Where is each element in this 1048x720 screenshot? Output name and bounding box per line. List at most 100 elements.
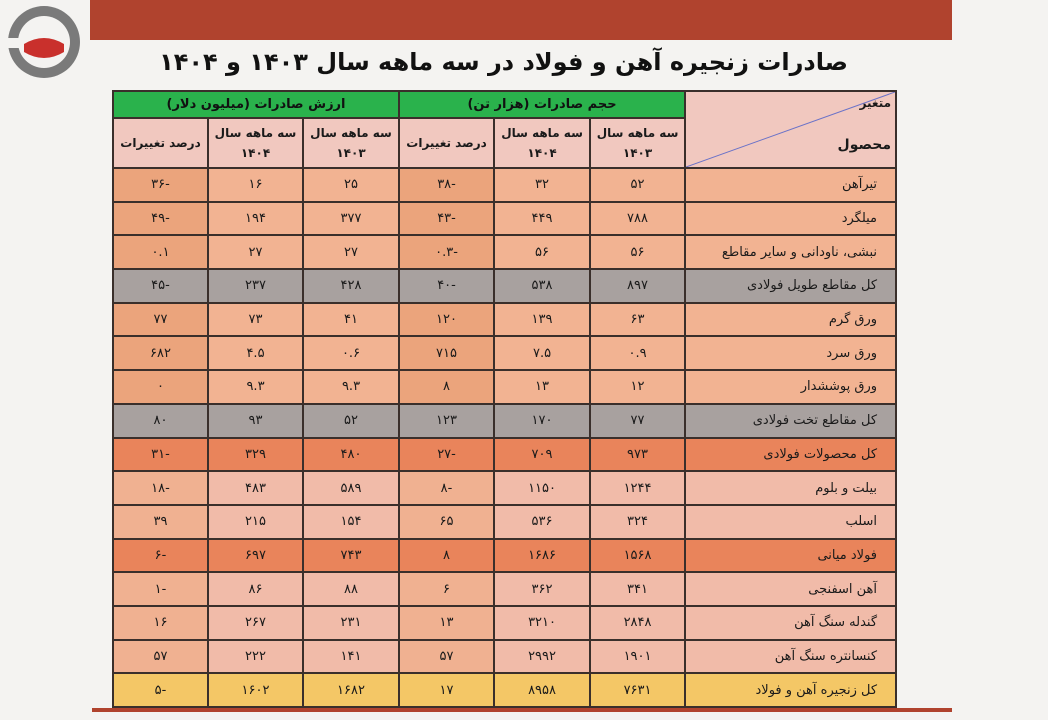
volume-1404-cell: ۳۶۲ <box>493 571 592 607</box>
volume-1403-cell: ۵۶ <box>589 234 687 271</box>
value-1403-cell: ۷۴۳ <box>302 537 401 574</box>
value-1404-cell: ۱۶۰۲ <box>207 672 305 708</box>
product-name-cell: کل مقاطع طویل فولادی <box>684 268 898 304</box>
product-name-cell: ورق سرد <box>684 335 898 372</box>
volume-1403-cell: ۶۳ <box>589 301 687 338</box>
product-name-cell: کل محصولات فولادی <box>684 436 898 473</box>
product-name-cell: میلگرد <box>684 200 898 237</box>
value-1404-cell: ۲۳۷ <box>207 268 305 304</box>
volume-1403-cell: ۹۷۳ <box>589 436 687 473</box>
volume-pct-change-cell: -۸ <box>398 470 496 506</box>
value-1403-cell: ۰.۶ <box>302 335 401 372</box>
table-row: ورق پوششدار ۱۲ ۱۳ ۸ ۹.۳ ۹.۳ ۰ <box>111 369 898 405</box>
table-row: کل زنجیره آهن و فولاد ۷۶۳۱ ۸۹۵۸ ۱۷ ۱۶۸۲ ۱۶۰۲-… <box>111 672 898 708</box>
value-pct-change-cell: ۰.۱ <box>111 234 210 271</box>
volume-pct-change-cell: ۱۳ <box>398 604 496 641</box>
product-name-cell: کل مقاطع تخت فولادی <box>684 402 898 439</box>
volume-1404-cell: ۵۳۸ <box>493 268 592 304</box>
variable-label: متغیر <box>859 96 892 110</box>
value-pct-change-cell: ۵۷ <box>111 638 210 675</box>
value-1404-cell: ۴۸۳ <box>207 470 305 506</box>
volume-1403-cell: ۱۲۴۴ <box>589 470 687 506</box>
volume-1403-cell: ۲۸۴۸ <box>589 604 687 641</box>
volume-1404-cell: ۴۴۹ <box>493 200 592 237</box>
value-1404-cell: ۸۶ <box>207 571 305 607</box>
value-1404-cell: ۱۹۴ <box>207 200 305 237</box>
volume-1404-cell: ۱۳ <box>493 369 592 405</box>
value-1403-cell: ۱۶۸۲ <box>302 672 401 708</box>
volume-1403-cell: ۳۲۴ <box>589 503 687 540</box>
volume-1403-cell: ۷۶۳۱ <box>589 672 687 708</box>
volume-1404-cell: ۵۶ <box>493 234 592 271</box>
volume-pct-change-cell: ۱۷ <box>398 672 496 708</box>
value-1404-cell: ۷۳ <box>207 301 305 338</box>
volume-1404-cell: ۱۱۵۰ <box>493 470 592 506</box>
table-row: ورق گرم ۶۳ ۱۳۹ ۱۲۰ ۴۱ ۷۳ ۷۷ <box>111 301 898 338</box>
product-name-cell: گندله سنگ آهن <box>684 604 898 641</box>
value-1404-cell: ۲۱۵ <box>207 503 305 540</box>
table-row: ورق سرد ۰.۹ ۷.۵ ۷۱۵ ۰.۶ ۴.۵ ۶۸۲ <box>111 335 898 372</box>
volume-1404-cell: ۸۹۵۸ <box>493 672 592 708</box>
volume-pct-header: درصد تغییرات <box>398 117 496 169</box>
value-1403-cell: ۳۷۷ <box>302 200 401 237</box>
table-row: فولاد میانی ۱۵۶۸ ۱۶۸۶ ۸ ۷۴۳ ۶۹۷ -۶ <box>111 537 898 574</box>
volume-pct-change-cell: ۸ <box>398 369 496 405</box>
value-1403-cell: ۵۸۹ <box>302 470 401 506</box>
bottom-rule <box>92 708 952 712</box>
product-name-cell: اسلب <box>684 503 898 540</box>
table-row: نبشی، ناودانی و سایر مقاطع ۵۶ ۵۶ -۰.۳ ۲۷ ۲۷ ۰.… <box>111 234 898 271</box>
table-row: میلگرد ۷۸۸ ۴۴۹ -۴۳ ۳۷۷ ۱۹۴ -۴۹ <box>111 200 898 237</box>
volume-pct-change-cell: ۱۲۳ <box>398 402 496 439</box>
value-1403-cell: ۲۳۱ <box>302 604 401 641</box>
value-pct-change-cell: -۳۶ <box>111 167 210 203</box>
product-name-cell: کنسانتره سنگ آهن <box>684 638 898 675</box>
volume-1403-cell: ۳۴۱ <box>589 571 687 607</box>
table-row: تیرآهن ۵۲ ۳۲ -۳۸ ۲۵ ۱۶ -۳۶ <box>111 167 898 203</box>
volume-pct-change-cell: ۵۷ <box>398 638 496 675</box>
volume-1403-header: سه ماهه سال ۱۴۰۳ <box>589 117 687 169</box>
volume-1403-cell: ۷۸۸ <box>589 200 687 237</box>
value-1403-cell: ۴۸۰ <box>302 436 401 473</box>
product-name-cell: کل زنجیره آهن و فولاد <box>684 672 898 708</box>
value-1404-cell: ۲۷ <box>207 234 305 271</box>
value-pct-change-cell: -۱۸ <box>111 470 210 506</box>
value-pct-change-cell: ۶۸۲ <box>111 335 210 372</box>
volume-pct-change-cell: -۰.۳ <box>398 234 496 271</box>
product-label: محصول <box>837 137 892 153</box>
volume-pct-change-cell: -۲۷ <box>398 436 496 473</box>
value-1403-cell: ۹.۳ <box>302 369 401 405</box>
volume-1403-cell: ۱۵۶۸ <box>589 537 687 574</box>
diagonal-line <box>686 92 896 167</box>
value-pct-change-cell: -۴۵ <box>111 268 210 304</box>
volume-pct-change-cell: -۴۳ <box>398 200 496 237</box>
value-1403-cell: ۲۵ <box>302 167 401 203</box>
page-title: صادرات زنجیره آهن و فولاد در سه ماهه سال… <box>159 48 848 76</box>
volume-1404-cell: ۷.۵ <box>493 335 592 372</box>
value-pct-change-cell: -۳۱ <box>111 436 210 473</box>
table-row: کل مقاطع طویل فولادی ۸۹۷ ۵۳۸ -۴۰ ۴۲۸ ۲۳۷ -۴۵ <box>111 268 898 304</box>
table-row: کنسانتره سنگ آهن ۱۹۰۱ ۲۹۹۲ ۵۷ ۱۴۱ ۲۲۲ ۵۷ <box>111 638 898 675</box>
value-1403-cell: ۱۵۴ <box>302 503 401 540</box>
volume-1404-cell: ۳۲۱۰ <box>493 604 592 641</box>
product-name-cell: بیلت و بلوم <box>684 470 898 506</box>
product-name-cell: آهن اسفنجی <box>684 571 898 607</box>
volume-pct-change-cell: -۴۰ <box>398 268 496 304</box>
volume-1404-cell: ۲۹۹۲ <box>493 638 592 675</box>
logo-icon <box>2 6 80 78</box>
volume-1404-cell: ۱۷۰ <box>493 402 592 439</box>
table-row: اسلب ۳۲۴ ۵۳۶ ۶۵ ۱۵۴ ۲۱۵ ۳۹ <box>111 503 898 540</box>
volume-1403-cell: ۸۹۷ <box>589 268 687 304</box>
value-1403-cell: ۴۱ <box>302 301 401 338</box>
volume-1403-cell: ۱۹۰۱ <box>589 638 687 675</box>
volume-1403-cell: ۱۲ <box>589 369 687 405</box>
value-1404-cell: ۴.۵ <box>207 335 305 372</box>
volume-1404-cell: ۱۶۸۶ <box>493 537 592 574</box>
value-1403-cell: ۸۸ <box>302 571 401 607</box>
value-1404-cell: ۹۳ <box>207 402 305 439</box>
value-1404-cell: ۱۶ <box>207 167 305 203</box>
volume-pct-change-cell: ۶۵ <box>398 503 496 540</box>
product-name-cell: تیرآهن <box>684 167 898 203</box>
volume-1404-cell: ۵۳۶ <box>493 503 592 540</box>
volume-1404-cell: ۱۳۹ <box>493 301 592 338</box>
value-1403-cell: ۴۲۸ <box>302 268 401 304</box>
